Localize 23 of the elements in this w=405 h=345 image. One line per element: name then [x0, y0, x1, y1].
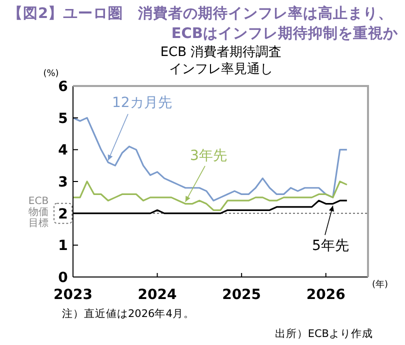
line-series [73, 117, 348, 202]
text: 3年先 [190, 148, 227, 164]
chart-subtitle: ECB 消費者期待調査インフレ率見通し [159, 44, 283, 78]
y-tick-label: 4 [58, 142, 68, 159]
y-tick-label: 5 [58, 110, 68, 127]
chart-title: 【図2】ユーロ圏 消費者の期待インフレ率は高止まり、 ECBはインフレ期待抑制を重視か [8, 4, 399, 42]
x-tick-label: 2026 [306, 286, 346, 303]
line-series [73, 180, 348, 211]
x-tick-label: 2025 [222, 286, 262, 303]
y-tick-label: 2 [58, 206, 68, 222]
x-tick-label: 2024 [138, 286, 178, 303]
y-tick-label: 0 [58, 270, 68, 286]
text: 注）直近値は2026年4月。 [62, 307, 194, 320]
ref-line-label: ECB物価目標 [27, 196, 50, 230]
x-axis-title: (年) [372, 279, 388, 290]
text: 出所）ECBより作成 [274, 327, 373, 340]
y-axis-title: (%) [43, 69, 59, 79]
series-label: 12カ月先 [112, 95, 172, 111]
x-tick-label: 2023 [54, 286, 92, 303]
y-tick-label: 3 [58, 174, 68, 190]
y-tick-label: 1 [58, 238, 68, 254]
y-tick-label: 6 [58, 79, 68, 95]
text: 5年先 [312, 238, 349, 254]
